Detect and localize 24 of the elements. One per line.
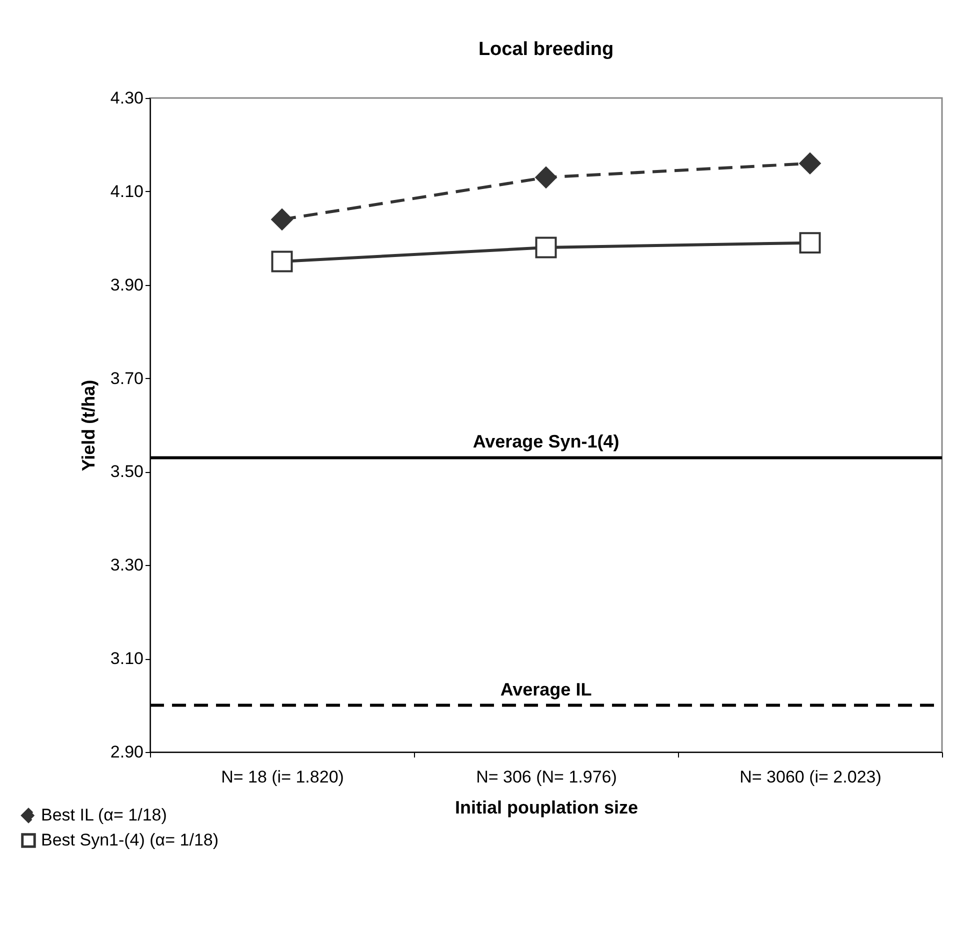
y-tick-label: 3.50 bbox=[110, 462, 144, 482]
point bbox=[535, 166, 557, 188]
x-tick-label: N= 18 (i= 1.820) bbox=[221, 768, 344, 786]
point bbox=[799, 232, 821, 254]
legend-label: Best Syn1-(4) (α= 1/18) bbox=[41, 830, 219, 850]
x-axis-title: Initial pouplation size bbox=[454, 798, 638, 818]
point bbox=[271, 208, 293, 230]
point bbox=[799, 152, 821, 174]
y-tick-label: 4.30 bbox=[110, 88, 144, 108]
y-tick-label: 3.10 bbox=[110, 649, 144, 668]
x-tick-label: N= 3060 (i= 2.023) bbox=[740, 768, 882, 786]
legend-label: Best IL (α= 1/18) bbox=[41, 806, 167, 824]
point bbox=[535, 236, 557, 258]
point bbox=[271, 250, 293, 272]
ref-line-label: Average Syn-1(4) bbox=[472, 432, 620, 452]
x-tick-label: N= 306 (N= 1.976) bbox=[476, 768, 617, 786]
y-axis-title: Yield (t/ha) bbox=[78, 380, 98, 472]
ref-line-label: Average IL bbox=[500, 679, 592, 700]
y-tick-label: 2.90 bbox=[110, 742, 144, 762]
y-tick-label: 3.30 bbox=[110, 556, 144, 575]
y-tick-label: 3.70 bbox=[110, 368, 144, 388]
y-tick-label: 3.90 bbox=[110, 275, 144, 294]
chart-title: Local breeding bbox=[478, 39, 614, 60]
y-tick-label: 4.10 bbox=[110, 182, 144, 201]
